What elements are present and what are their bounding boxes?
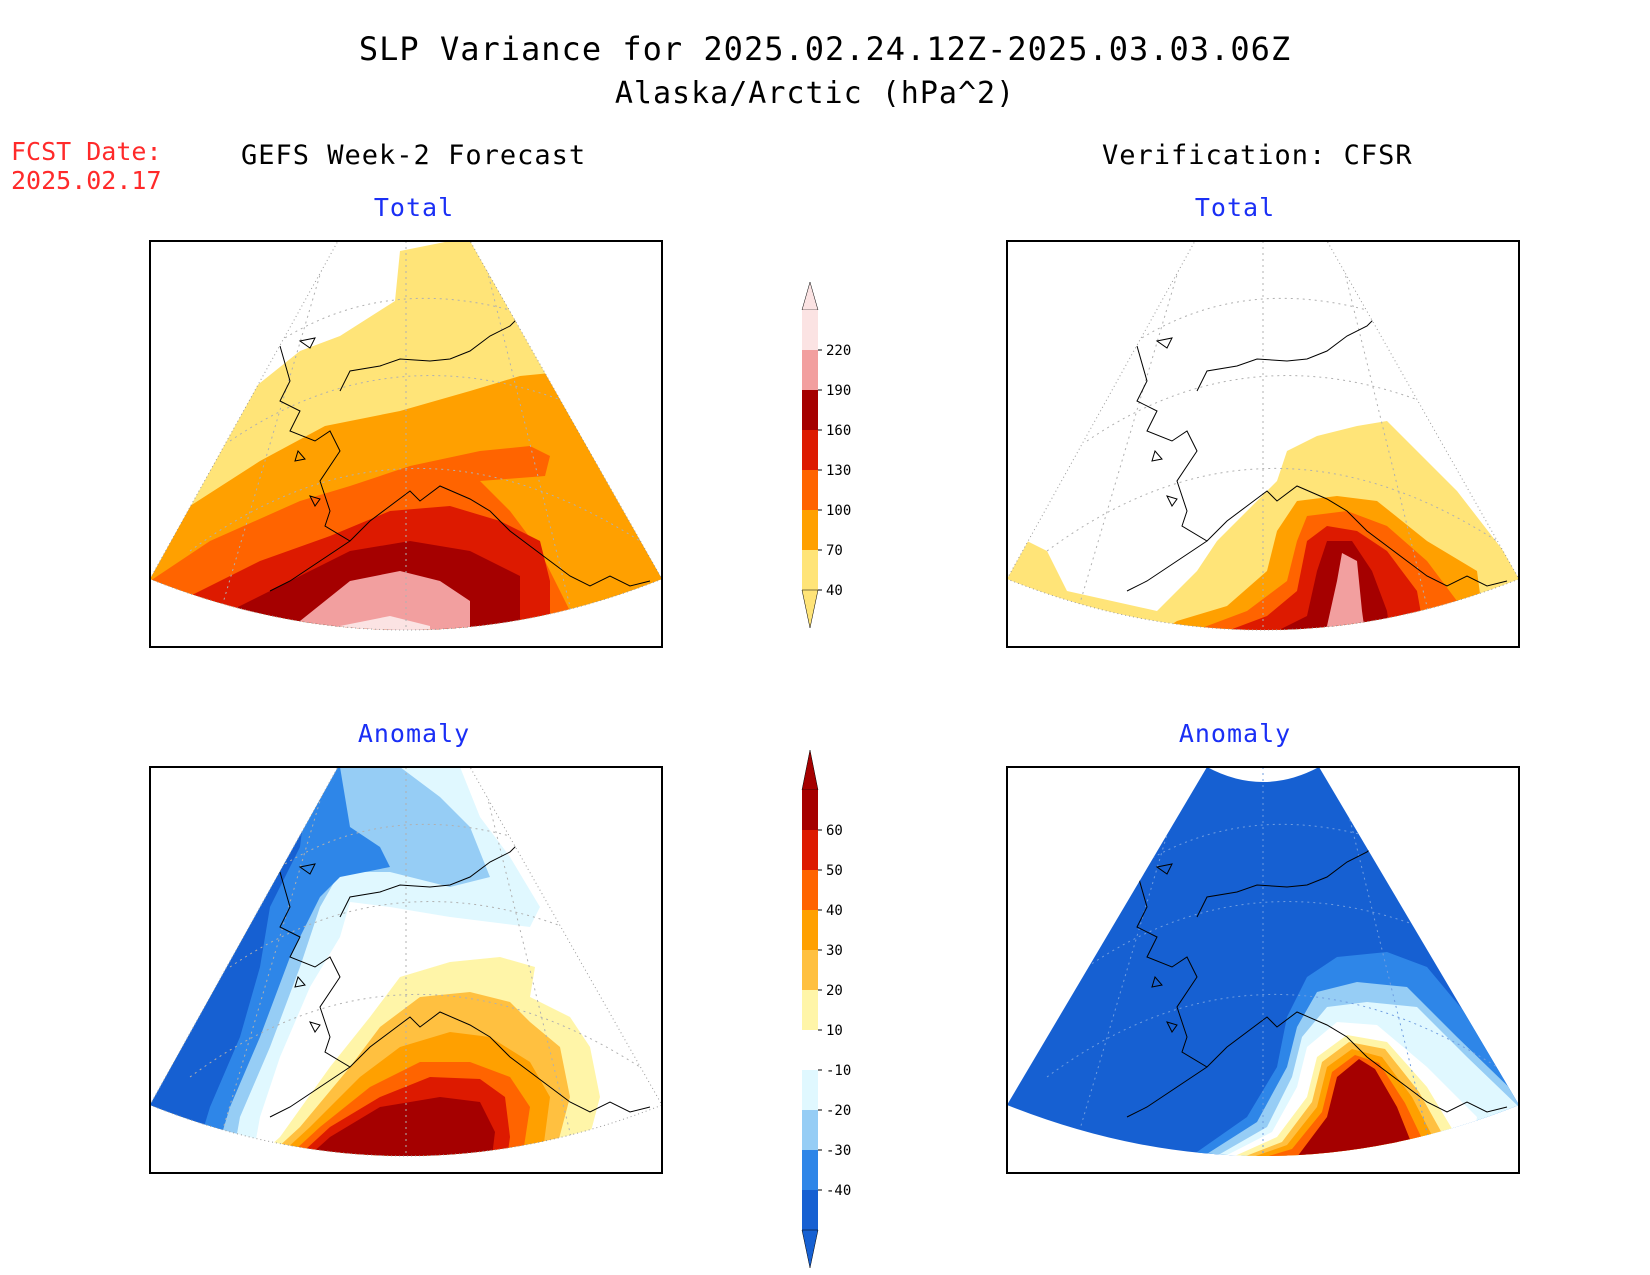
colorbar-anomaly-tick-label: -40 — [826, 1183, 851, 1199]
colorbar-anomaly-tick-label: 50 — [826, 863, 843, 879]
colorbar-anomaly-tick-label: -20 — [826, 1103, 851, 1119]
colorbar-total-tick-label: 130 — [826, 463, 851, 479]
colorbar-anomaly-block — [802, 870, 818, 910]
colorbar-total-tick-label: 160 — [826, 423, 851, 439]
contour-p60 — [1217, 1059, 1417, 1156]
colorbar-total-block — [802, 430, 818, 470]
colorbar-anomaly-block — [802, 830, 818, 870]
colorbar-total-block — [802, 510, 818, 550]
contour-fill-group — [1007, 767, 1519, 1156]
map-frame — [1006, 240, 1520, 648]
forecast-date: FCST Date: 2025.02.17 — [11, 137, 162, 195]
colorbar-anomaly-tick-label: 20 — [826, 983, 843, 999]
page-subtitle: Alaska/Arctic (hPa^2) — [614, 76, 1016, 111]
map-verification-total — [1006, 240, 1520, 648]
colorbar-total-tick-label: 100 — [826, 503, 851, 519]
colorbar-anomaly-block — [802, 1190, 818, 1230]
colorbar-anomaly: 60 50 40 30 20 10 -10 -20 -30 -40 — [801, 749, 851, 1269]
contour-220 — [300, 616, 430, 630]
colorbar-total-block — [802, 470, 818, 510]
colorbar-total-bottom-triangle — [801, 589, 819, 629]
colorbar-total: 220 190 160 130 100 70 40 — [801, 281, 851, 629]
panel-title-forecast-anomaly: Anomaly — [357, 719, 471, 748]
colorbar-anomaly-tick-label: -30 — [826, 1143, 851, 1159]
colorbar-anomaly-block — [802, 1030, 818, 1070]
map-verification-anomaly — [1006, 766, 1520, 1174]
colorbar-total-tick-label: 190 — [826, 383, 851, 399]
forecast-column-title: GEFS Week-2 Forecast — [241, 140, 587, 171]
forecast-date-label: FCST Date: — [11, 137, 162, 166]
colorbar-anomaly-tick-label: 60 — [826, 823, 843, 839]
coastline — [269, 841, 651, 1118]
map-forecast-anomaly — [149, 766, 663, 1174]
forecast-date-value: 2025.02.17 — [11, 166, 162, 195]
map-frame — [1006, 766, 1520, 1174]
map-forecast-total — [149, 240, 663, 648]
verification-column-title: Verification: CFSR — [1102, 140, 1413, 171]
colorbar-total-tick-label: 40 — [826, 583, 843, 599]
map-frame — [149, 240, 663, 648]
coastline — [1126, 841, 1508, 1118]
colorbar-total-block — [802, 390, 818, 430]
colorbar-anomaly-tick-label: 30 — [826, 943, 843, 959]
colorbar-total-block — [802, 350, 818, 390]
colorbar-total-block — [802, 310, 818, 350]
panel-title-verification-total: Total — [1194, 193, 1276, 222]
colorbar-total-top-triangle — [801, 281, 819, 311]
colorbar-total-tick-label: 220 — [826, 343, 851, 359]
coastline — [1126, 315, 1508, 592]
colorbar-anomaly-block — [802, 910, 818, 950]
colorbar-anomaly-block — [802, 990, 818, 1030]
colorbar-anomaly-top-triangle — [801, 749, 819, 791]
colorbar-total-tick-label: 70 — [826, 543, 843, 559]
colorbar-anomaly-tick-label: 10 — [826, 1023, 843, 1039]
coastline — [269, 315, 651, 592]
colorbar-anomaly-tick-label: 40 — [826, 903, 843, 919]
panel-title-forecast-total: Total — [373, 193, 455, 222]
panel-title-verification-anomaly: Anomaly — [1178, 719, 1292, 748]
colorbar-anomaly-block — [802, 950, 818, 990]
colorbar-anomaly-block — [802, 1070, 818, 1110]
map-frame — [149, 766, 663, 1174]
page-title: SLP Variance for 2025.02.24.12Z-2025.03.… — [358, 30, 1292, 68]
colorbar-anomaly-tick-label: -10 — [826, 1063, 851, 1079]
colorbar-anomaly-block — [802, 790, 818, 830]
colorbar-anomaly-bottom-triangle — [801, 1229, 819, 1269]
colorbar-total-block — [802, 550, 818, 590]
colorbar-anomaly-block — [802, 1150, 818, 1190]
colorbar-anomaly-block — [802, 1110, 818, 1150]
contour-190 — [1227, 553, 1367, 630]
